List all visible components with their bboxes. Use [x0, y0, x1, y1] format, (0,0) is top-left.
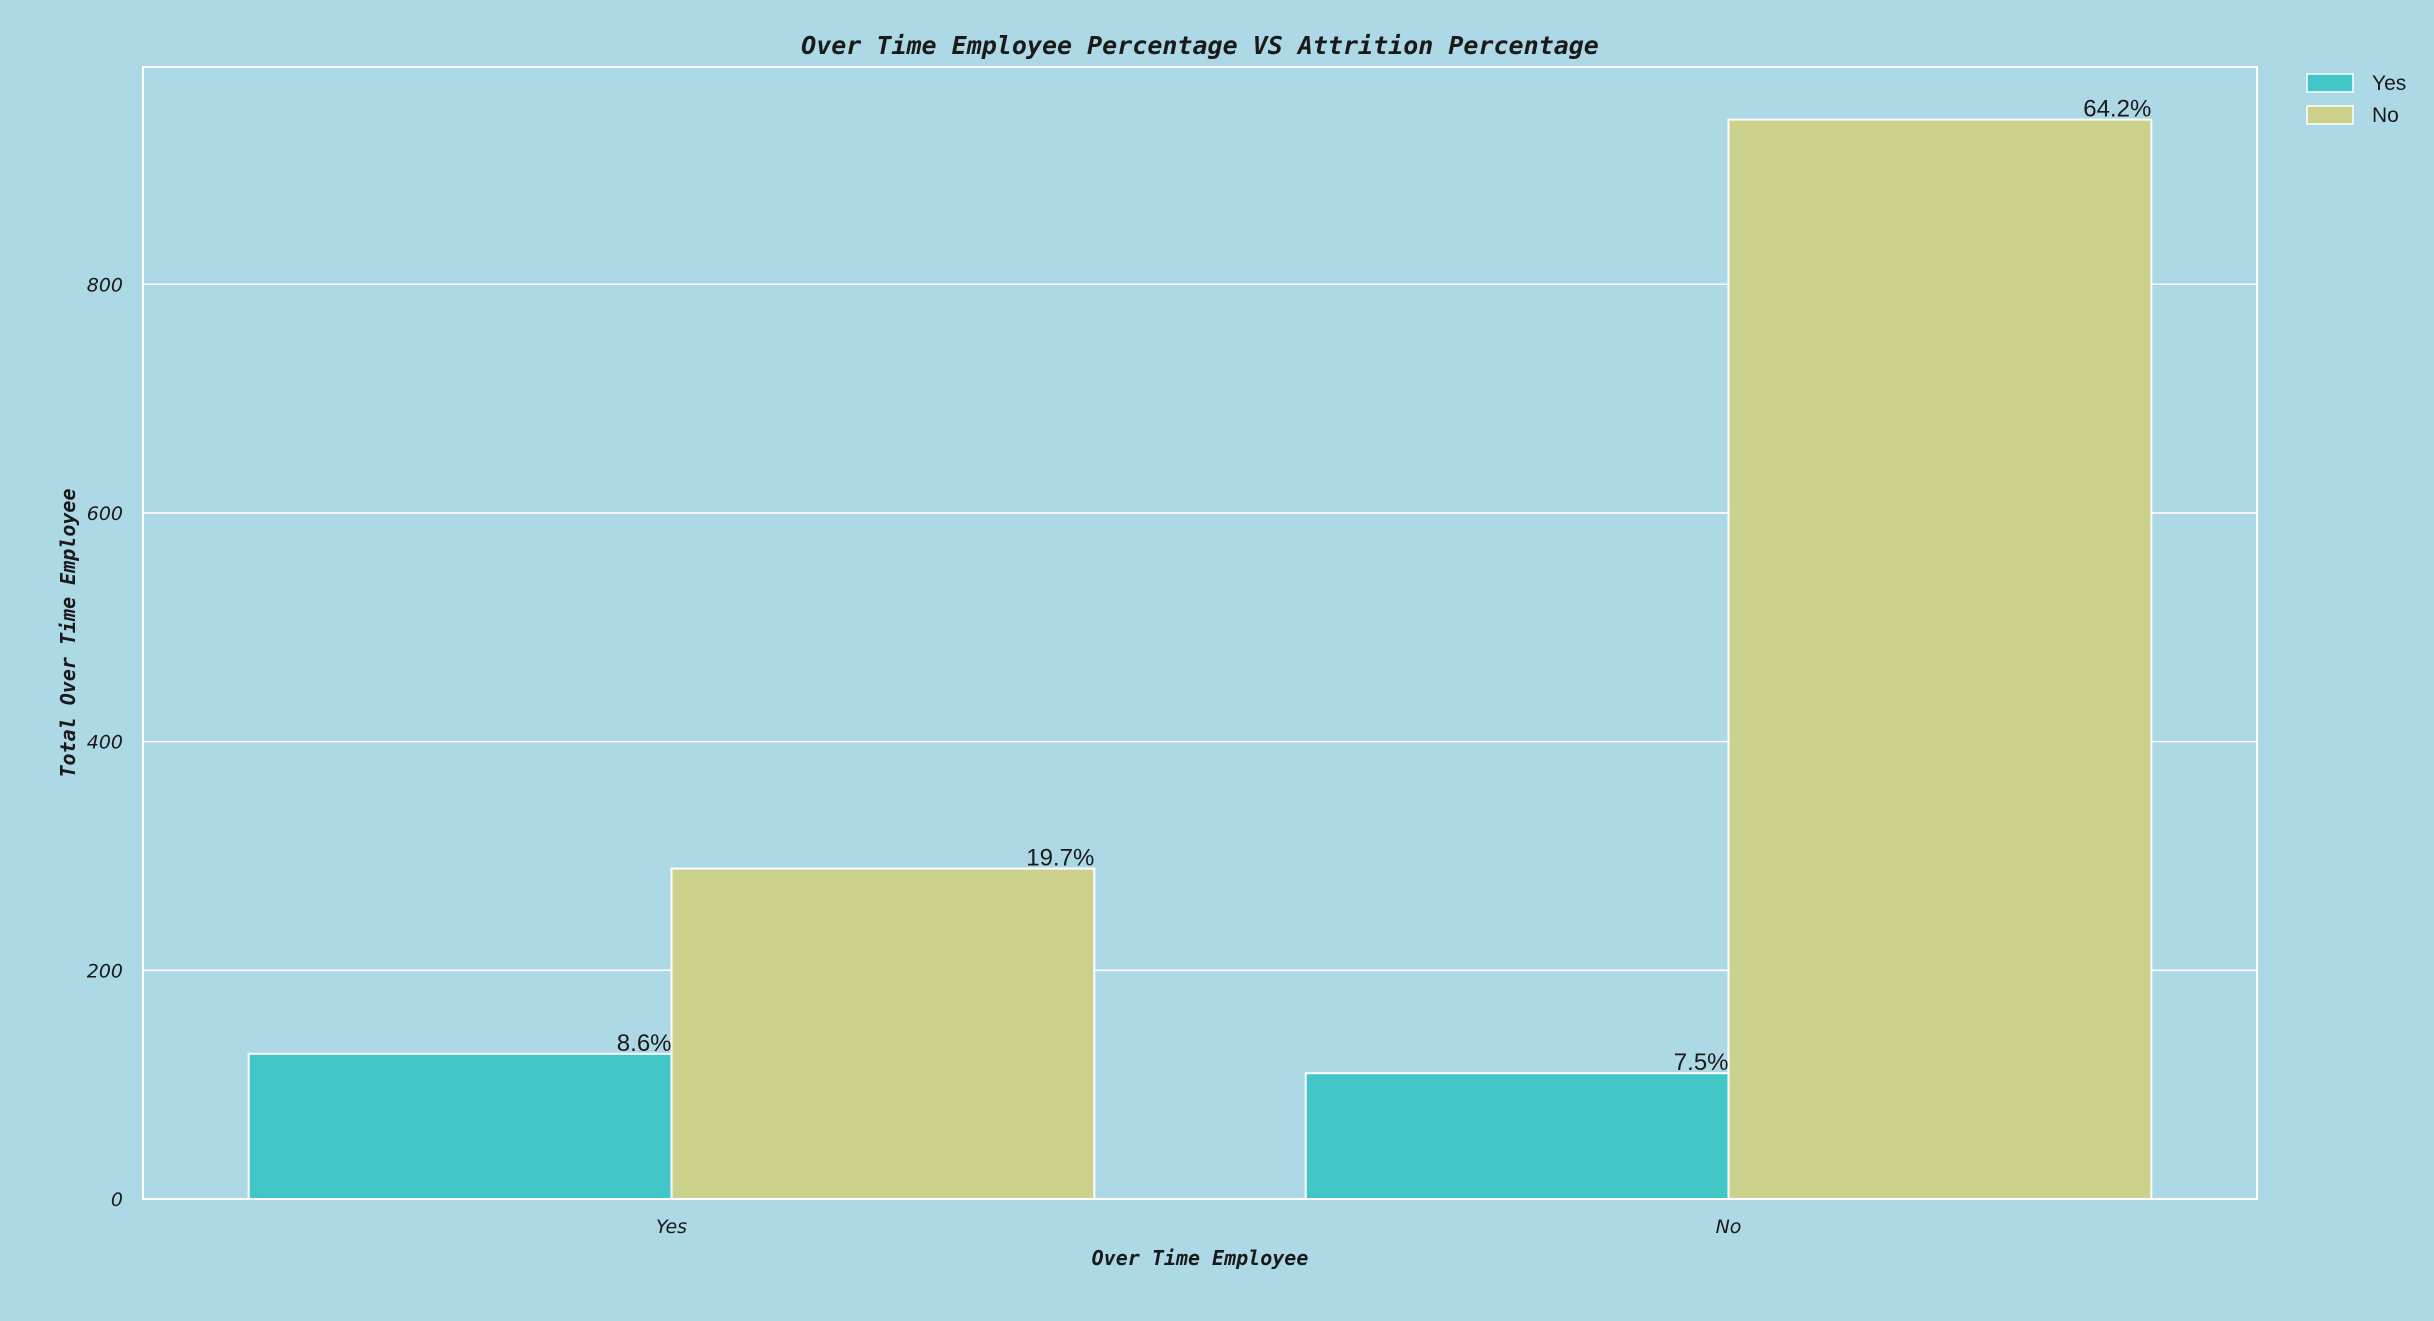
bar-no-no: [1727, 118, 2153, 1200]
y-tick-label: 0: [111, 1189, 123, 1211]
x-tick-label: No: [1716, 1216, 1742, 1238]
data-labels: 8.6% 19.7% 7.5% 64.2%: [617, 96, 2152, 1077]
y-tick-label: 600: [87, 503, 123, 525]
chart-title: Over Time Employee Percentage VS Attriti…: [801, 31, 1599, 60]
bar-no-yes: [670, 867, 1096, 1200]
data-label: 8.6%: [617, 1030, 672, 1057]
data-label: 64.2%: [2083, 96, 2151, 123]
y-tick-label: 400: [87, 732, 123, 754]
bar-yes-no: [1304, 1072, 1730, 1200]
legend: Yes No: [2306, 72, 2406, 127]
legend-label-yes: Yes: [2372, 72, 2406, 95]
data-label: 7.5%: [1674, 1049, 1729, 1076]
y-tick-labels: 0 200 400 600 800: [87, 274, 123, 1211]
y-tick-label: 200: [87, 960, 123, 982]
plot-frame: [142, 66, 2258, 1200]
x-axis-label: Over Time Employee: [1092, 1246, 1309, 1270]
legend-swatch-no: [2306, 105, 2354, 125]
bar-yes-yes: [247, 1052, 673, 1200]
legend-swatch-yes: [2306, 73, 2354, 93]
x-tick-labels: Yes No: [656, 1216, 1741, 1238]
x-tick-label: Yes: [656, 1216, 687, 1238]
y-axis-label: Total Over Time Employee: [56, 489, 80, 778]
data-label: 19.7%: [1026, 845, 1094, 872]
y-tick-label: 800: [87, 274, 123, 296]
bars: [247, 118, 2153, 1200]
legend-label-no: No: [2372, 104, 2399, 127]
